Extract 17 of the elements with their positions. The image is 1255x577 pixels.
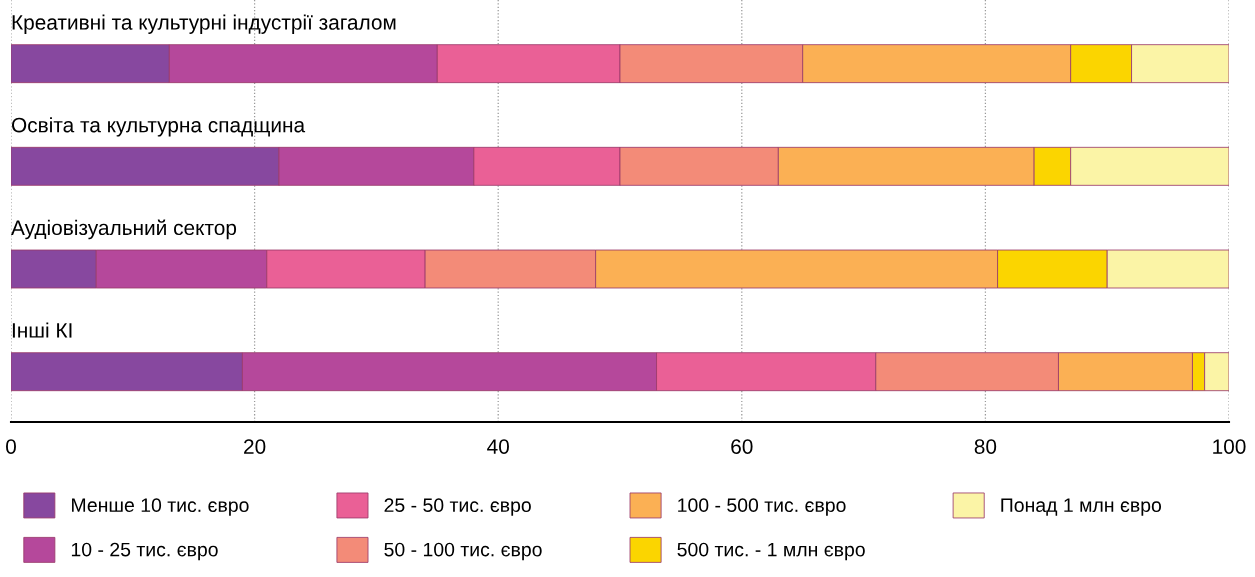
legend-label: 100 - 500 тис. євро xyxy=(678,498,846,516)
x-tick-label: 20 xyxy=(244,439,266,454)
x-tick-label: 80 xyxy=(974,439,997,454)
legend-label: Понад 1 млн євро xyxy=(1001,498,1162,516)
x-tick-label: 100 xyxy=(1213,439,1246,454)
y-tick-label: Аудіовізуальний сектор xyxy=(11,219,237,240)
legend-label: 50 - 100 тис. євро xyxy=(384,542,542,561)
legend-label: 10 - 25 тис. євро xyxy=(71,542,218,561)
x-tick-label: 40 xyxy=(487,439,509,454)
y-tick-label: Освіта та культурна спадщина xyxy=(11,117,306,137)
legend-label: Менше 10 тис. євро xyxy=(72,498,249,516)
x-tick-label: 60 xyxy=(731,439,753,454)
legend-label: 500 тис. - 1 млн євро xyxy=(677,542,865,561)
y-tick-label: Інші КІ xyxy=(12,322,72,338)
legend-label: 25 - 50 тис. євро xyxy=(384,498,531,516)
x-tick-label: 0 xyxy=(6,439,16,454)
y-tick-label: Креативні та культурні індустрії загалом xyxy=(12,14,396,34)
